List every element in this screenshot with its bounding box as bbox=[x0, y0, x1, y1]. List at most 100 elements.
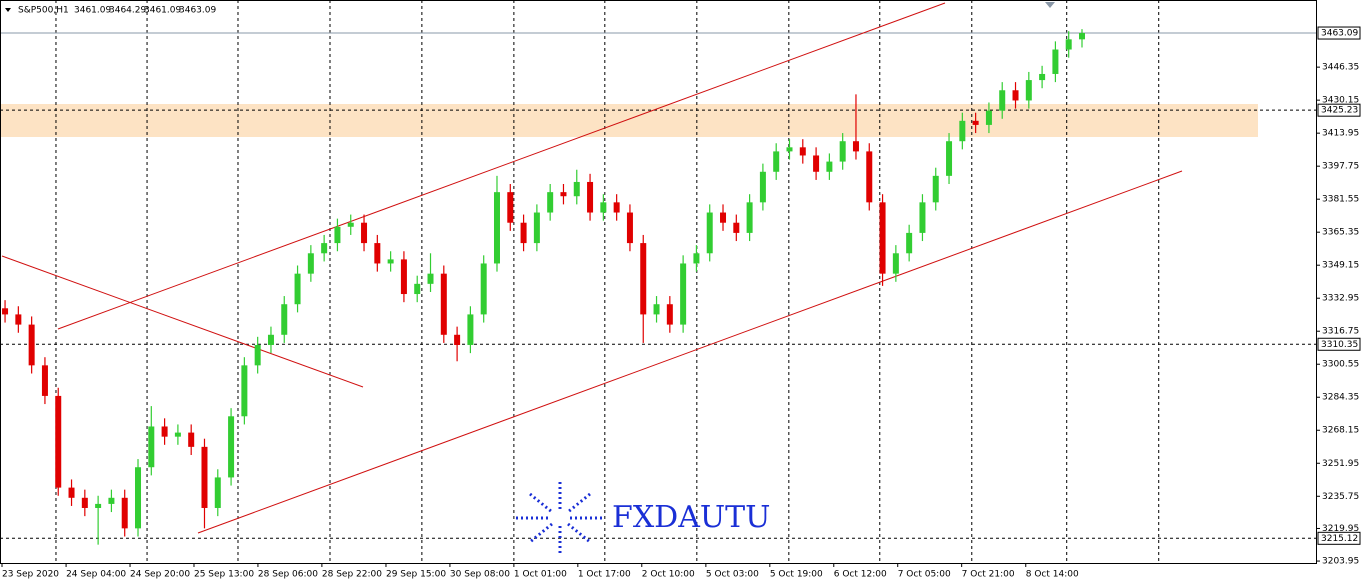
candle-body bbox=[374, 243, 381, 264]
candle-body bbox=[121, 497, 128, 529]
resistance-zone bbox=[0, 104, 1258, 137]
y-tick-label: 3316.75 bbox=[1322, 327, 1359, 337]
x-tick-label: 5 Oct 03:00 bbox=[706, 570, 759, 580]
candle-body bbox=[2, 308, 9, 315]
channel-lower bbox=[197, 170, 1183, 534]
candle-body bbox=[228, 416, 235, 478]
candle-body bbox=[387, 259, 394, 264]
y-tick-label: 3349.15 bbox=[1322, 261, 1359, 271]
symbol-title: S&P500,H1 bbox=[18, 6, 69, 16]
last-price-label: 3463.09 bbox=[1321, 29, 1358, 39]
x-tick-label: 28 Sep 22:00 bbox=[322, 570, 382, 580]
y-tick-label: 3284.35 bbox=[1322, 393, 1359, 403]
candle-body bbox=[746, 202, 753, 233]
candle-body bbox=[587, 181, 594, 213]
candle-body bbox=[733, 222, 740, 233]
x-tick-label: 2 Oct 10:00 bbox=[642, 570, 695, 580]
candle-body bbox=[786, 147, 793, 152]
candle-body bbox=[281, 304, 288, 335]
ohlc-value: 3461.09 bbox=[144, 6, 181, 16]
candle-body bbox=[759, 171, 766, 203]
plot-frame bbox=[0, 0, 1317, 564]
trend-line bbox=[1, 255, 364, 388]
candle-body bbox=[161, 426, 168, 437]
candle-body bbox=[440, 273, 447, 335]
ohlc-value: 3463.09 bbox=[179, 6, 216, 16]
x-tick-label: 8 Oct 14:00 bbox=[1026, 570, 1079, 580]
candle-body bbox=[188, 432, 195, 447]
candle-body bbox=[1078, 33, 1085, 40]
candle-body bbox=[972, 120, 979, 125]
y-tick-label: 3413.95 bbox=[1322, 129, 1359, 139]
candle-body bbox=[493, 192, 500, 264]
y-tick-label: 3235.75 bbox=[1322, 492, 1359, 502]
candle-body bbox=[361, 222, 368, 244]
candle-body bbox=[839, 141, 846, 162]
candle-body bbox=[773, 151, 780, 172]
channel-upper bbox=[57, 2, 946, 330]
candle-body bbox=[852, 141, 859, 152]
candle-body bbox=[321, 243, 328, 254]
y-tick-label: 3430.15 bbox=[1322, 96, 1359, 106]
candle-body bbox=[254, 344, 261, 366]
candle-body bbox=[560, 192, 567, 197]
candle-body bbox=[799, 147, 806, 156]
x-tick-label: 1 Oct 01:00 bbox=[514, 570, 567, 580]
last-price-box bbox=[1317, 26, 1361, 40]
x-tick-label: 5 Oct 19:00 bbox=[770, 570, 823, 580]
x-tick-label: 25 Sep 13:00 bbox=[194, 570, 254, 580]
x-tick-label: 30 Sep 08:00 bbox=[450, 570, 510, 580]
candle-body bbox=[653, 304, 660, 315]
candle-body bbox=[400, 259, 407, 295]
x-tick-label: 29 Sep 15:00 bbox=[386, 570, 446, 580]
candle-body bbox=[533, 212, 540, 244]
candle-body bbox=[866, 151, 873, 203]
candle-body bbox=[892, 253, 899, 274]
candle-body bbox=[467, 314, 474, 345]
candle-body bbox=[520, 222, 527, 244]
price-label: 3215.12 bbox=[1321, 534, 1358, 544]
candle-body bbox=[1039, 73, 1046, 81]
ohlc-value: 3464.29 bbox=[109, 6, 146, 16]
candle-body bbox=[174, 432, 181, 437]
candle-body bbox=[693, 253, 700, 264]
candle-body bbox=[95, 503, 102, 508]
candle-body bbox=[919, 202, 926, 233]
candle-body bbox=[347, 222, 354, 227]
candle-body bbox=[1012, 90, 1019, 101]
candle-body bbox=[826, 161, 833, 172]
candle-body bbox=[1052, 49, 1059, 74]
y-tick-label: 3300.55 bbox=[1322, 360, 1359, 370]
x-tick-label: 28 Sep 06:00 bbox=[258, 570, 318, 580]
candle-body bbox=[507, 192, 514, 223]
y-tick-label: 3381.55 bbox=[1322, 195, 1359, 205]
candle-body bbox=[600, 202, 607, 213]
x-tick-label: 24 Sep 04:00 bbox=[66, 570, 126, 580]
candle-body bbox=[946, 141, 953, 176]
candle-body bbox=[214, 477, 221, 508]
y-tick-label: 3365.35 bbox=[1322, 228, 1359, 238]
candle-body bbox=[879, 202, 886, 274]
candle-body bbox=[135, 467, 142, 529]
price-label: 3425.23 bbox=[1321, 106, 1358, 116]
candle-body bbox=[294, 273, 301, 305]
logo-icon bbox=[516, 482, 604, 554]
candles bbox=[2, 29, 1085, 545]
candle-body bbox=[1025, 80, 1032, 101]
candle-body bbox=[640, 243, 647, 315]
candle-body bbox=[613, 202, 620, 213]
candle-body bbox=[547, 192, 554, 213]
candle-body bbox=[41, 365, 48, 396]
menu-arrow bbox=[5, 8, 11, 12]
candle-body bbox=[999, 90, 1006, 111]
candle-body bbox=[148, 426, 155, 468]
candle-body bbox=[626, 212, 633, 244]
shift-marker bbox=[1045, 2, 1055, 8]
watermark: FXDAUTU bbox=[612, 500, 770, 535]
x-tick-label: 1 Oct 17:00 bbox=[578, 570, 631, 580]
candle-body bbox=[307, 253, 314, 274]
candle-body bbox=[680, 263, 687, 325]
candle-body bbox=[81, 497, 88, 508]
price-label-box bbox=[1317, 337, 1361, 351]
